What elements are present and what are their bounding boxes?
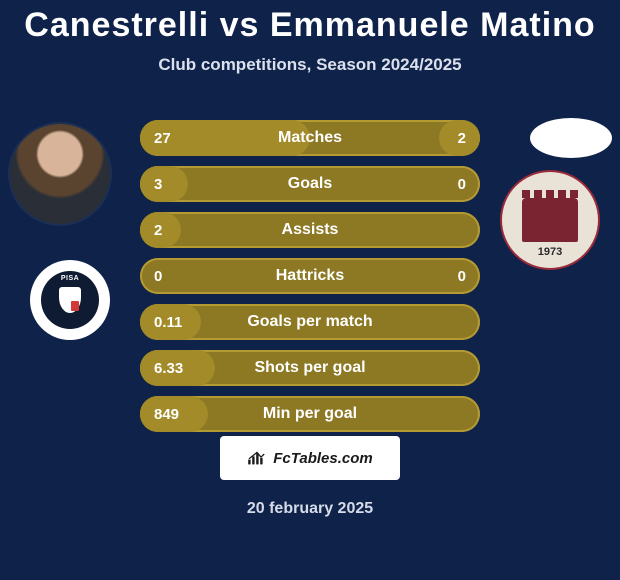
stats-list: Matches272Goals30Assists2Hattricks00Goal… xyxy=(140,120,480,442)
player-left-avatar xyxy=(10,124,110,224)
stat-row: Goals per match0.11 xyxy=(140,304,480,340)
page-title: Canestrelli vs Emmanuele Matino xyxy=(0,0,620,45)
player-right-avatar xyxy=(530,118,612,158)
stat-label: Assists xyxy=(140,212,480,248)
stat-value-right xyxy=(452,350,480,386)
stat-value-right xyxy=(452,304,480,340)
club-left-name: PISA xyxy=(41,275,99,282)
branding-text: FcTables.com xyxy=(273,450,372,467)
subtitle: Club competitions, Season 2024/2025 xyxy=(0,55,620,75)
club-right-badge: 1973 xyxy=(500,170,600,270)
stat-value-left: 0.11 xyxy=(140,304,196,340)
club-left-badge-inner: PISA xyxy=(41,271,99,329)
stat-label: Hattricks xyxy=(140,258,480,294)
stat-row: Goals3 0 xyxy=(140,166,480,202)
stat-row: Shots per goal6.33 xyxy=(140,350,480,386)
club-left-badge: PISA xyxy=(30,260,110,340)
stat-label: Goals xyxy=(140,166,480,202)
castle-icon xyxy=(522,198,578,242)
stat-value-left: 849 xyxy=(140,396,193,432)
stat-value-left: 6.33 xyxy=(140,350,197,386)
stat-value-left: 3 xyxy=(140,166,176,202)
stat-row: Assists2 xyxy=(140,212,480,248)
stat-value-right: 0 xyxy=(444,258,480,294)
stat-row: Min per goal849 xyxy=(140,396,480,432)
stat-value-left: 27 xyxy=(140,120,185,156)
comparison-card: Canestrelli vs Emmanuele Matino Club com… xyxy=(0,0,620,580)
stat-row: Matches27 2 xyxy=(140,120,480,156)
stat-value-right: 0 xyxy=(444,166,480,202)
branding: FcTables.com xyxy=(220,436,400,480)
stat-value-right xyxy=(452,396,480,432)
stat-value-right xyxy=(452,212,480,248)
stat-value-right: 2 xyxy=(444,120,480,156)
stat-row: Hattricks0 0 xyxy=(140,258,480,294)
stat-value-left: 2 xyxy=(140,212,176,248)
shield-icon xyxy=(59,287,81,313)
stat-value-left: 0 xyxy=(140,258,176,294)
stat-label: Matches xyxy=(140,120,480,156)
date-line: 20 february 2025 xyxy=(0,500,620,518)
club-right-year: 1973 xyxy=(502,246,598,258)
bar-chart-icon xyxy=(247,450,267,466)
